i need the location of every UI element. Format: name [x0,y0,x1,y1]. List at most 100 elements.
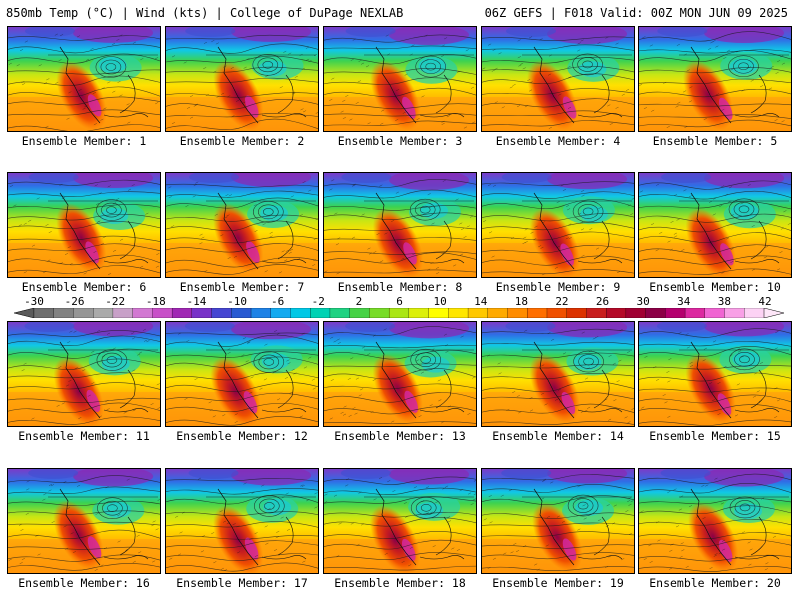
temperature-colorbar [14,308,784,318]
ensemble-member-label: Ensemble Member: 3 [337,134,463,148]
colorbar-bin [665,308,686,318]
ensemble-member-map [7,26,161,132]
ensemble-member-map [481,26,635,132]
ensemble-member-map [638,172,792,278]
ensemble-member-label: Ensemble Member: 4 [495,134,621,148]
colorbar-bin [231,308,252,318]
colorbar-tick-label: 30 [636,295,650,308]
colorbar-bin [349,308,370,318]
colorbar-bin [152,308,173,318]
colorbar-bin [112,308,134,318]
colorbar-bin [704,308,725,318]
colorbar-bin [507,308,528,318]
ensemble-member-label: Ensemble Member: 1 [21,134,147,148]
colorbar-bin [546,308,568,318]
ensemble-member-label: Ensemble Member: 5 [652,134,778,148]
model-run-info: 06Z GEFS | F018 Valid: 00Z MON JUN 09 20… [484,6,788,20]
colorbar-bin [586,308,607,318]
colorbar-tick-label: 14 [474,295,488,308]
colorbar-bin [329,308,351,318]
ensemble-member-label: Ensemble Member: 19 [492,576,624,590]
colorbar-tick-label: -18 [145,295,166,308]
ensemble-member-label: Ensemble Member: 15 [649,429,781,443]
ensemble-member-label: Ensemble Member: 9 [495,280,621,294]
colorbar-tick-label: -26 [64,295,85,308]
colorbar-bin [625,308,647,318]
colorbar-bin [191,308,213,318]
ensemble-member-map [323,321,477,427]
colorbar-bin [171,308,193,318]
colorbar-tick-label: -6 [271,295,285,308]
ensemble-member-label: Ensemble Member: 18 [334,576,466,590]
colorbar-tick-label: -22 [105,295,126,308]
colorbar-low-arrow [14,308,35,318]
colorbar-bin [408,308,430,318]
colorbar-tick-label: 38 [717,295,731,308]
ensemble-member-map [165,321,319,427]
colorbar-bin [467,308,489,318]
colorbar-tick-label: -10 [227,295,247,308]
colorbar-tick-label: 6 [396,295,403,308]
colorbar-bin [645,308,666,318]
ensemble-member-label: Ensemble Member: 11 [18,429,150,443]
ensemble-member-map [323,172,477,278]
colorbar-tick-label: 18 [514,295,528,308]
colorbar-bin [310,308,331,318]
colorbar-tick-label: 34 [677,295,691,308]
colorbar-bin [566,308,587,318]
colorbar-tick-label: 10 [433,295,447,308]
ensemble-member-label: Ensemble Member: 16 [18,576,150,590]
ensemble-member-label: Ensemble Member: 14 [492,429,624,443]
colorbar-bin [290,308,311,318]
ensemble-member-map [481,468,635,574]
colorbar-bin [250,308,272,318]
ensemble-member-map [638,321,792,427]
ensemble-member-label: Ensemble Member: 17 [176,576,308,590]
ensemble-member-label: Ensemble Member: 2 [179,134,305,148]
ensemble-member-map [7,468,161,574]
ensemble-member-map [165,172,319,278]
colorbar-tick-label: 22 [555,295,569,308]
ensemble-member-label: Ensemble Member: 13 [334,429,466,443]
ensemble-member-map [481,172,635,278]
ensemble-member-map [481,321,635,427]
colorbar-tick-label: 42 [758,295,772,308]
colorbar-tick-label: -14 [186,295,207,308]
colorbar-bin [527,308,548,318]
colorbar-high-arrow [763,308,784,318]
ensemble-member-map [7,321,161,427]
colorbar-bin [487,308,508,318]
ensemble-member-map [165,468,319,574]
colorbar-bin [270,308,291,318]
colorbar-bin [684,308,706,318]
colorbar-bin [132,308,153,318]
colorbar-tick-label: -2 [311,295,325,308]
ensemble-member-label: Ensemble Member: 8 [337,280,463,294]
colorbar-bin [33,308,55,318]
colorbar-bin [744,308,765,318]
ensemble-member-map [638,26,792,132]
colorbar-bin [211,308,232,318]
ensemble-member-label: Ensemble Member: 10 [649,280,781,294]
colorbar-bin [53,308,74,318]
colorbar-bin [93,308,114,318]
colorbar-bin [388,308,410,318]
colorbar-bin [724,308,745,318]
colorbar-bin [73,308,94,318]
ensemble-member-label: Ensemble Member: 6 [21,280,147,294]
ensemble-member-label: Ensemble Member: 7 [179,280,305,294]
ensemble-member-map [165,26,319,132]
ensemble-member-label: Ensemble Member: 12 [176,429,308,443]
colorbar-bin [428,308,449,318]
colorbar-bin [448,308,469,318]
colorbar-tick-label: 26 [595,295,610,308]
map-title: 850mb Temp (°C) | Wind (kts) | College o… [6,6,404,20]
ensemble-member-map [7,172,161,278]
colorbar-bin [369,308,390,318]
ensemble-member-label: Ensemble Member: 20 [649,576,781,590]
ensemble-member-map [638,468,792,574]
colorbar-bin [606,308,627,318]
colorbar-tick-label: -30 [24,295,44,308]
ensemble-member-map [323,468,477,574]
colorbar-tick-label: 2 [355,295,363,308]
